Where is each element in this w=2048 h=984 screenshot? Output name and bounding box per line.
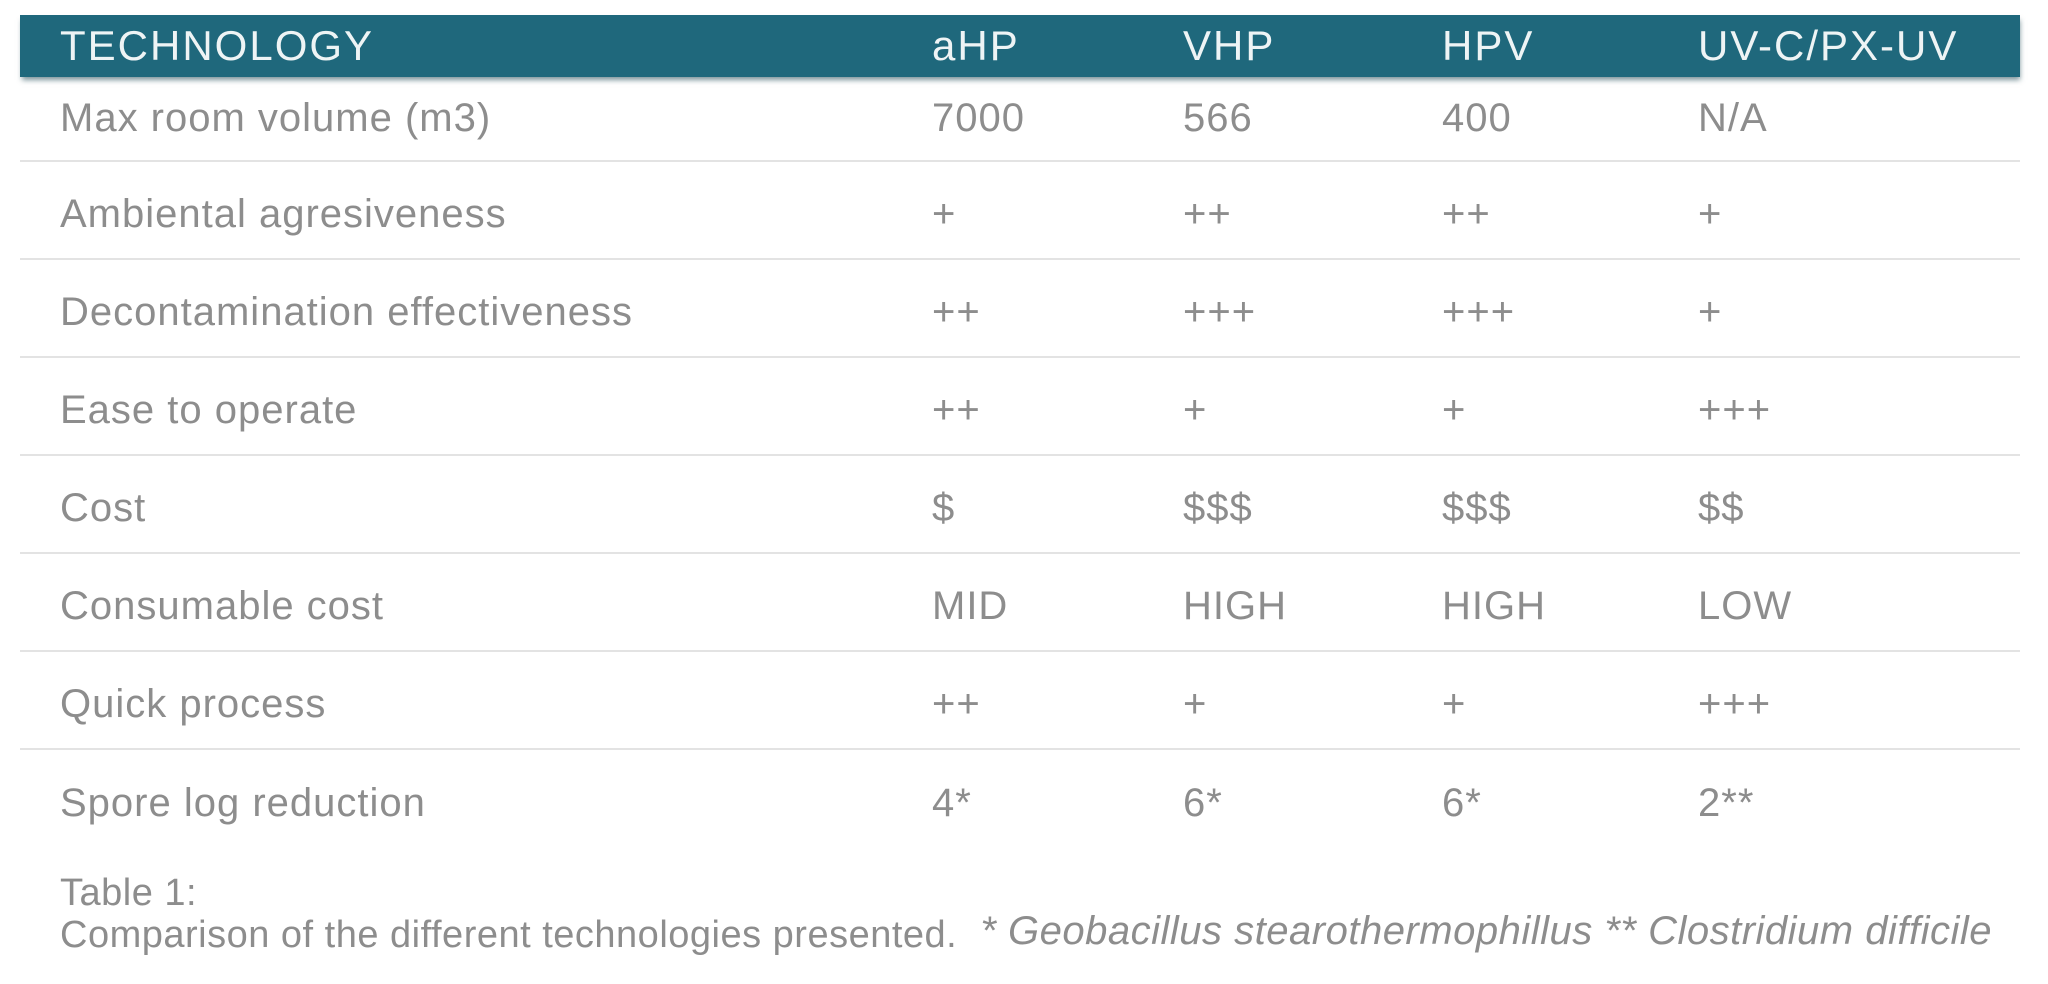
cell-value: ++ xyxy=(932,681,981,726)
cell-value: $ xyxy=(932,485,956,530)
table-row: Max room volume (m3) 7000 566 400 N/A xyxy=(20,77,2020,162)
table-row: Ease to operate ++ + + +++ xyxy=(20,358,2020,456)
cell-value: +++ xyxy=(1183,289,1257,334)
cell-value: + xyxy=(1442,681,1467,726)
cell-value: + xyxy=(1442,387,1467,432)
cell-value: +++ xyxy=(1698,681,1772,726)
cell-value: $$ xyxy=(1698,485,1745,530)
table-row: Ambiental agresiveness + ++ ++ + xyxy=(20,162,2020,260)
table-header-row: TECHNOLOGY aHP VHP HPV UV-C/PX-UV xyxy=(20,15,2020,77)
row-label: Decontamination effectiveness xyxy=(60,289,634,334)
cell-value: ++ xyxy=(932,387,981,432)
table-row: Decontamination effectiveness ++ +++ +++… xyxy=(20,260,2020,358)
column-header-technology: TECHNOLOGY xyxy=(60,22,375,69)
cell-value: 6* xyxy=(1442,780,1482,825)
table-footer: Table 1: Comparison of the different tec… xyxy=(20,872,2020,956)
cell-value: ++ xyxy=(1442,191,1491,236)
row-label: Max room volume (m3) xyxy=(60,96,492,140)
cell-value: LOW xyxy=(1698,583,1793,628)
cell-value: +++ xyxy=(1442,289,1516,334)
column-header-ahp: aHP xyxy=(932,22,1020,69)
cell-value: ++ xyxy=(932,289,981,334)
row-label: Spore log reduction xyxy=(60,780,426,825)
row-label: Quick process xyxy=(60,681,327,726)
cell-value: + xyxy=(932,191,957,236)
cell-value: 400 xyxy=(1442,96,1512,140)
cell-value: MID xyxy=(932,583,1009,628)
cell-value: + xyxy=(1698,289,1723,334)
cell-value: 7000 xyxy=(932,96,1025,140)
cell-value: + xyxy=(1183,681,1208,726)
cell-value: ++ xyxy=(1183,191,1232,236)
footnote-text: * Geobacillus stearothermophillus ** Clo… xyxy=(980,909,1992,953)
caption-text: Comparison of the different technologies… xyxy=(60,914,958,956)
column-header-vhp: VHP xyxy=(1183,22,1276,69)
table-row: Cost $ $$$ $$$ $$ xyxy=(20,456,2020,554)
cell-value: + xyxy=(1183,387,1208,432)
table-row: Spore log reduction 4* 6* 6* 2** xyxy=(20,750,2020,848)
cell-value: 566 xyxy=(1183,96,1253,140)
row-label: Cost xyxy=(60,485,147,530)
table-caption: Table 1: Comparison of the different tec… xyxy=(60,872,957,956)
cell-value: 6* xyxy=(1183,780,1223,825)
comparison-table: TECHNOLOGY aHP VHP HPV UV-C/PX-UV Max ro… xyxy=(20,15,2020,956)
table-row: Quick process ++ + + +++ xyxy=(20,652,2020,750)
table-row: Consumable cost MID HIGH HIGH LOW xyxy=(20,554,2020,652)
row-label: Consumable cost xyxy=(60,583,385,628)
cell-value: HIGH xyxy=(1183,583,1287,628)
table-body: Max room volume (m3) 7000 566 400 N/A Am… xyxy=(20,77,2020,848)
column-header-uvc-pxuv: UV-C/PX-UV xyxy=(1698,22,1959,69)
cell-value: 4* xyxy=(932,780,972,825)
cell-value: $$$ xyxy=(1183,485,1253,530)
caption-title: Table 1: xyxy=(60,872,198,914)
column-header-hpv: HPV xyxy=(1442,22,1535,69)
cell-value: 2** xyxy=(1698,780,1755,825)
cell-value: $$$ xyxy=(1442,485,1512,530)
cell-value: +++ xyxy=(1698,387,1772,432)
cell-value: HIGH xyxy=(1442,583,1546,628)
row-label: Ambiental agresiveness xyxy=(60,191,507,236)
cell-value: + xyxy=(1698,191,1723,236)
cell-value: N/A xyxy=(1698,96,1768,140)
row-label: Ease to operate xyxy=(60,387,358,432)
